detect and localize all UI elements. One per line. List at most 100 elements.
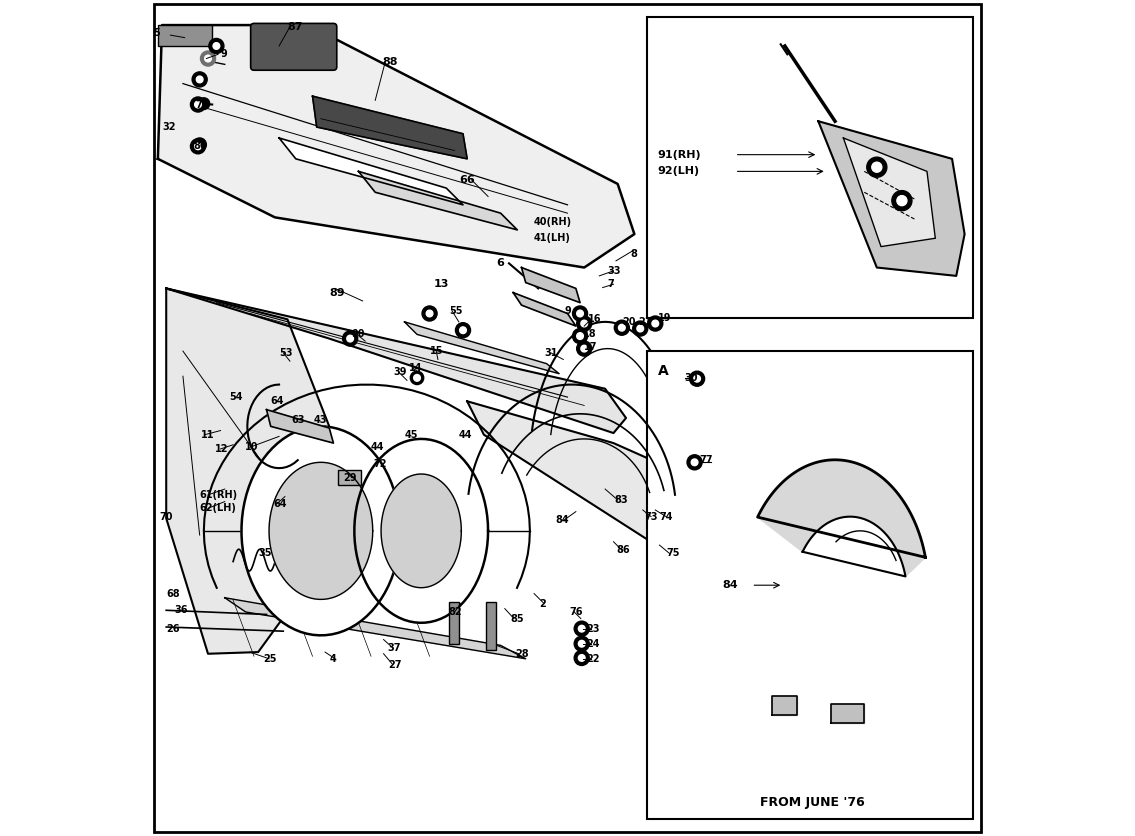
Text: A: A	[658, 364, 669, 378]
Circle shape	[651, 320, 658, 327]
Polygon shape	[757, 460, 925, 576]
Circle shape	[579, 655, 585, 661]
Text: 22: 22	[586, 654, 599, 664]
Text: 2: 2	[539, 599, 546, 609]
Text: 82: 82	[448, 607, 462, 617]
Polygon shape	[158, 25, 634, 268]
Polygon shape	[242, 426, 401, 635]
Text: 66: 66	[459, 175, 474, 185]
Text: 5: 5	[153, 28, 160, 38]
Circle shape	[411, 371, 423, 385]
Circle shape	[577, 310, 583, 317]
Text: 83: 83	[614, 495, 628, 505]
Text: 35: 35	[258, 548, 271, 558]
Circle shape	[460, 327, 466, 334]
Text: 37: 37	[388, 643, 402, 653]
Text: 74: 74	[659, 512, 673, 522]
Text: 68: 68	[166, 589, 179, 599]
Bar	[337, 470, 361, 485]
Text: 41(LH): 41(LH)	[535, 233, 571, 243]
Circle shape	[637, 325, 644, 332]
Text: 19: 19	[658, 313, 671, 323]
Text: 9: 9	[564, 306, 571, 316]
Circle shape	[897, 196, 907, 206]
Circle shape	[193, 138, 207, 151]
Circle shape	[577, 333, 583, 339]
Circle shape	[191, 139, 205, 154]
Circle shape	[693, 375, 700, 382]
Polygon shape	[843, 138, 935, 247]
Polygon shape	[225, 598, 526, 659]
Text: 84: 84	[722, 580, 738, 590]
Text: 62(LH): 62(LH)	[200, 503, 236, 513]
Circle shape	[572, 329, 588, 344]
Circle shape	[579, 625, 585, 632]
Text: 27: 27	[388, 660, 402, 670]
Circle shape	[343, 331, 358, 346]
Polygon shape	[166, 288, 627, 433]
Polygon shape	[513, 293, 575, 326]
Polygon shape	[772, 696, 798, 715]
Text: 92(LH): 92(LH)	[658, 166, 700, 176]
Text: 29: 29	[344, 473, 356, 483]
Circle shape	[204, 55, 211, 62]
Circle shape	[581, 345, 588, 352]
Text: 18: 18	[582, 329, 596, 339]
Text: 4: 4	[330, 654, 337, 664]
Circle shape	[687, 455, 703, 470]
Text: FROM JUNE '76: FROM JUNE '76	[760, 796, 865, 809]
FancyBboxPatch shape	[251, 23, 337, 70]
Circle shape	[574, 636, 589, 651]
Circle shape	[574, 621, 589, 636]
Text: 33: 33	[607, 266, 621, 276]
Circle shape	[213, 43, 220, 49]
Polygon shape	[831, 704, 864, 723]
Text: 6: 6	[496, 258, 504, 268]
Circle shape	[209, 38, 224, 54]
Circle shape	[632, 321, 648, 336]
Circle shape	[427, 310, 432, 317]
Text: 44: 44	[371, 442, 385, 452]
Text: 84: 84	[555, 515, 569, 525]
Polygon shape	[269, 462, 372, 599]
Circle shape	[574, 650, 589, 665]
Circle shape	[619, 324, 625, 331]
Text: 17: 17	[585, 342, 598, 352]
Circle shape	[691, 459, 698, 466]
Text: 43: 43	[313, 415, 327, 425]
Text: 86: 86	[616, 545, 630, 555]
Text: 30: 30	[684, 373, 698, 383]
Text: 64: 64	[274, 499, 287, 509]
Circle shape	[455, 323, 471, 338]
Text: 28: 28	[515, 649, 529, 659]
Bar	[158, 25, 212, 46]
Bar	[647, 17, 973, 318]
Text: 15: 15	[429, 346, 443, 356]
Circle shape	[196, 141, 203, 148]
Text: 40(RH): 40(RH)	[535, 217, 572, 227]
Circle shape	[577, 341, 591, 356]
Polygon shape	[381, 474, 461, 588]
Text: 89: 89	[329, 288, 345, 298]
Polygon shape	[468, 401, 701, 539]
Text: 91(RH): 91(RH)	[658, 150, 701, 160]
Text: 21: 21	[639, 317, 653, 327]
Text: 10: 10	[245, 442, 259, 452]
Circle shape	[347, 335, 353, 342]
Text: 8: 8	[630, 249, 637, 259]
Text: 63: 63	[292, 415, 305, 425]
Text: 16: 16	[588, 314, 602, 324]
Circle shape	[872, 162, 882, 172]
Circle shape	[422, 306, 437, 321]
Text: 55: 55	[448, 306, 462, 316]
Text: 31: 31	[544, 348, 557, 358]
Text: 79: 79	[195, 99, 209, 110]
Polygon shape	[818, 121, 965, 276]
Circle shape	[196, 76, 203, 83]
Circle shape	[690, 371, 705, 386]
Text: 25: 25	[263, 654, 277, 664]
Text: 23: 23	[586, 624, 599, 634]
Text: 11: 11	[201, 430, 215, 440]
Text: 24: 24	[586, 639, 599, 649]
Circle shape	[194, 143, 201, 150]
